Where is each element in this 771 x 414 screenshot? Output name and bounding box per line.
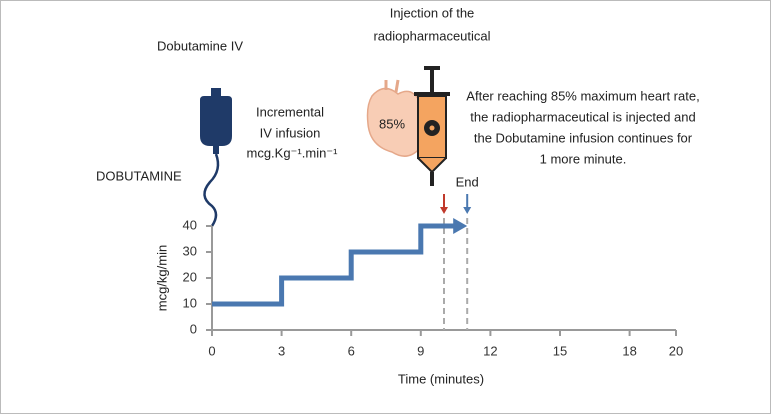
infusion-text: mcg.Kg⁻¹.min⁻¹ <box>246 145 338 160</box>
y-axis-label: mcg/kg/min <box>154 245 169 311</box>
marker-label: End <box>456 174 479 189</box>
x-tick-label: 0 <box>208 343 215 358</box>
y-tick-label: 30 <box>183 243 197 258</box>
note-text: After reaching 85% maximum heart rate, <box>466 88 699 103</box>
heart-icon <box>366 79 421 157</box>
y-tick-label: 40 <box>183 217 197 232</box>
y-tick-label: 0 <box>190 321 197 336</box>
y-tick-label: 20 <box>183 269 197 284</box>
x-tick-label: 6 <box>348 343 355 358</box>
infusion-arrow-head <box>453 218 468 234</box>
syringe <box>414 66 450 186</box>
y-tick-label: 10 <box>183 295 197 310</box>
x-tick-label: 15 <box>553 343 567 358</box>
heart-rate-label: 85% <box>379 116 405 131</box>
note-text: 1 more minute. <box>540 151 627 166</box>
iv-title: Dobutamine IV <box>157 38 243 53</box>
x-tick-label: 20 <box>669 343 683 358</box>
note-text: the radiopharmaceutical is injected and <box>470 109 695 124</box>
note-text: the Dobutamine infusion continues for <box>474 130 693 145</box>
infusion-line <box>212 223 458 307</box>
infusion-text: IV infusion <box>260 125 321 140</box>
iv-bag <box>200 88 232 227</box>
marker-arrow-head <box>463 207 472 214</box>
x-tick-label: 9 <box>417 343 424 358</box>
marker-arrow-head <box>440 207 448 214</box>
drug-label: DOBUTAMINE <box>96 168 182 183</box>
x-tick-label: 18 <box>622 343 636 358</box>
injection-text: Injection of the <box>390 5 475 20</box>
infusion-text: Incremental <box>256 104 324 119</box>
injection-text: radiopharmaceutical <box>373 28 490 43</box>
x-tick-label: 3 <box>278 343 285 358</box>
x-axis-label: Time (minutes) <box>398 371 484 386</box>
x-tick-label: 12 <box>483 343 497 358</box>
